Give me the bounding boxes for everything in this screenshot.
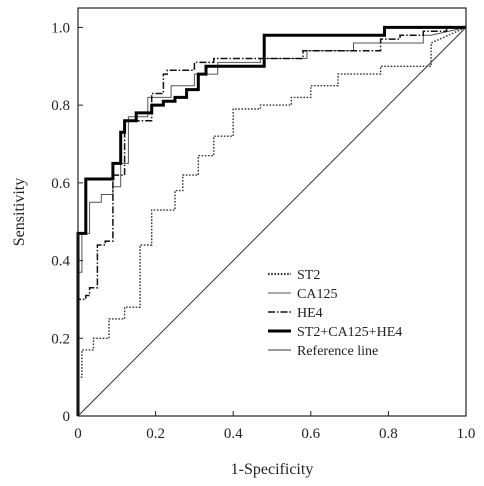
- plot-frame: [77, 7, 467, 417]
- x-tick-label: 0.8: [379, 426, 398, 442]
- series-line-ca125: [77, 26, 467, 416]
- x-axis-label: 1-Specificity: [231, 461, 314, 478]
- series-line-st2-ca125-he4: [76, 25, 466, 416]
- legend-label-ca125: CA125: [297, 287, 337, 302]
- x-tick-label: 0.4: [224, 426, 243, 442]
- x-tick-label: 0.2: [146, 426, 165, 442]
- x-tick-label: 0: [74, 426, 82, 442]
- y-tick-label: 0.4: [51, 254, 70, 270]
- series-line-he4: [77, 26, 466, 416]
- legend-label-st2-ca125-he4: ST2+CA125+HE4: [297, 325, 402, 340]
- y-tick-label: 0.6: [51, 176, 70, 192]
- axes: 0 0.2 0.4 0.6 0.8 1.0 0 0.2 0.4 0.6 0.8 1.0: [51, 7, 476, 442]
- x-tick-label: 1.0: [457, 426, 476, 442]
- y-axis-label: Sensitivity: [11, 178, 28, 246]
- y-tick-label: 0: [63, 409, 71, 425]
- y-tick-label: 1.0: [51, 20, 70, 36]
- series-line-st2: [77, 26, 467, 416]
- legend-label-reference-line: Reference line: [297, 344, 378, 359]
- y-tick-label: 0.8: [51, 98, 70, 114]
- y-tick-label: 0.2: [51, 331, 70, 347]
- legend: ST2 CA125 HE4 ST2+CA125+HE4 Reference line: [268, 268, 402, 359]
- plot-marks: [76, 25, 467, 417]
- legend-label-st2: ST2: [297, 268, 320, 283]
- x-tick-label: 0.6: [301, 426, 320, 442]
- legend-label-he4: HE4: [297, 306, 323, 321]
- series-line-reference-line: [77, 27, 467, 417]
